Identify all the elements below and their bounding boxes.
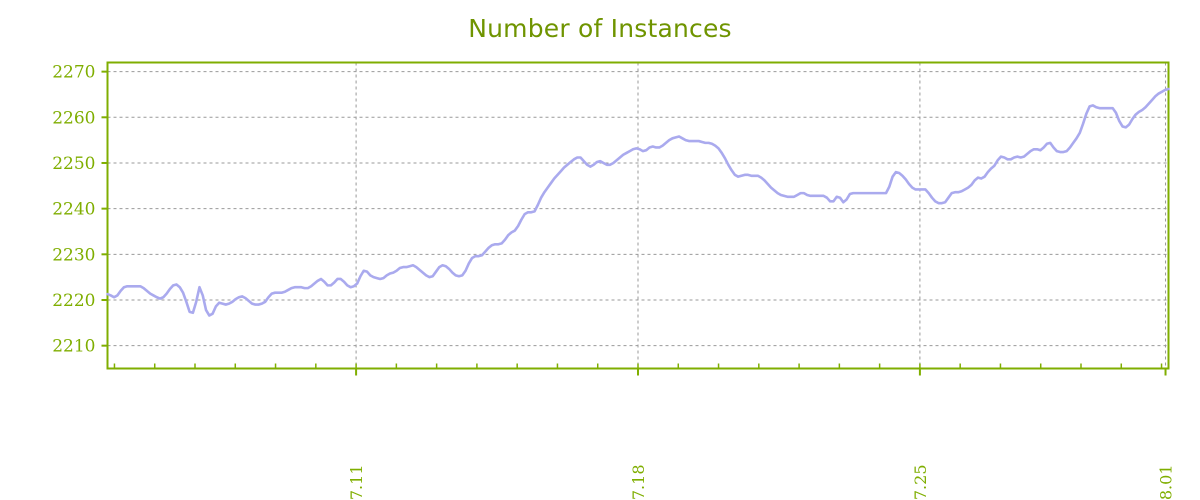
- x-tick-labels: 2024.07.11 2024.07.18 2024.07.25 2024.08.01: [347, 465, 1175, 500]
- y-tick-label: 2270: [52, 63, 95, 83]
- y-tick-labels: 2210 2220 2230 2240 2250 2260 2270: [52, 63, 95, 357]
- x-gridlines: [355, 62, 1167, 369]
- y-tick-label: 2250: [52, 154, 95, 174]
- chart-title: Number of Instances: [468, 14, 732, 43]
- y-tick-marks: [101, 70, 108, 347]
- plot-frame: [106, 61, 1170, 370]
- y-tick-label: 2260: [52, 108, 95, 128]
- x-tick-label: 2024.07.11: [347, 465, 366, 500]
- x-tick-label: 2024.07.18: [629, 465, 648, 500]
- x-tick-label: 2024.08.01: [1157, 465, 1176, 500]
- plot-border: [106, 61, 1170, 370]
- y-tick-label: 2230: [52, 245, 95, 265]
- y-tick-label: 2240: [52, 200, 95, 220]
- data-series-line: [106, 87, 1170, 317]
- y-tick-label: 2210: [52, 337, 95, 357]
- x-tick-label: 2024.07.25: [911, 465, 930, 500]
- y-tick-label: 2220: [52, 291, 95, 311]
- series-line-number-of-instances: [106, 87, 1170, 317]
- x-minor-ticks: [113, 363, 1167, 376]
